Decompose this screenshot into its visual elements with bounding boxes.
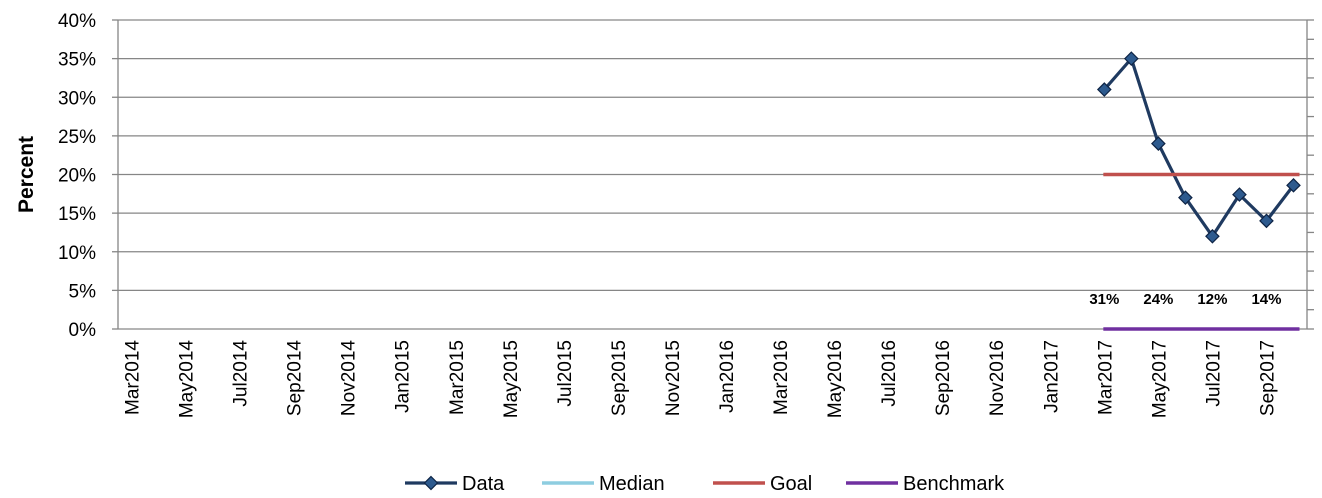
legend-label-median: Median <box>599 473 665 495</box>
x-tick-label: Jan2016 <box>717 340 738 413</box>
x-tick-label: Nov2016 <box>987 340 1008 416</box>
x-tick-label: Nov2015 <box>663 340 684 416</box>
x-tick-label: Nov2014 <box>339 340 360 416</box>
x-tick-label: Sep2014 <box>285 340 306 417</box>
data-point-marker <box>1286 177 1301 193</box>
x-tick-label: May2017 <box>1149 340 1170 418</box>
x-tick-label: Jul2014 <box>231 340 252 407</box>
y-tick-label: 35% <box>58 50 96 71</box>
series-line-data <box>1103 57 1295 238</box>
data-label: 31% <box>1089 291 1119 308</box>
x-tick-label: Mar2016 <box>771 340 792 415</box>
x-tick-label: Jul2015 <box>555 340 576 407</box>
data-point-marker <box>1232 187 1247 202</box>
data-point-marker <box>1124 51 1139 66</box>
gridlines <box>118 19 1307 330</box>
x-tick-label: Sep2017 <box>1257 340 1278 416</box>
axes <box>112 19 1314 330</box>
data-point-marker <box>1259 213 1274 229</box>
x-tick-label: Jul2017 <box>1203 340 1224 407</box>
legend-label-goal: Goal <box>770 473 812 495</box>
y-tick-label: 10% <box>58 243 96 264</box>
y-tick-label: 20% <box>58 166 96 187</box>
x-tick-label: Mar2015 <box>447 340 468 415</box>
data-labels: 31% 24% 12% 14% <box>1089 291 1281 308</box>
legend: Data Median Goal Benchmark <box>405 473 1005 495</box>
data-label: 12% <box>1197 291 1227 308</box>
y-tick-label: 30% <box>58 88 96 109</box>
x-tick-label: May2015 <box>501 340 522 418</box>
y-axis-label: Percent <box>15 136 38 213</box>
x-tick-label: Sep2015 <box>609 340 630 416</box>
legend-label-data: Data <box>462 473 505 495</box>
data-point-marker <box>1205 228 1220 244</box>
data-label: 14% <box>1251 291 1281 308</box>
y-tick-label: 5% <box>69 281 97 302</box>
y-tick-label: 15% <box>58 204 96 225</box>
x-tick-label: Sep2016 <box>933 340 954 416</box>
data-point-marker <box>1151 136 1166 151</box>
x-tick-label: Mar2017 <box>1095 340 1116 415</box>
x-tick-label: Jul2016 <box>879 340 900 407</box>
x-tick-label: Jan2017 <box>1041 340 1062 413</box>
x-tick-label: Mar2014 <box>123 340 144 415</box>
series-layer <box>1096 51 1301 331</box>
data-point-marker <box>423 475 439 491</box>
y-axis-tick-labels: 0% 5% 10% 15% 20% 25% 30% 35% 40% <box>58 11 96 341</box>
y-tick-label: 40% <box>58 11 96 32</box>
y-tick-label: 0% <box>69 320 97 341</box>
x-tick-label: May2016 <box>825 340 846 418</box>
data-point-marker <box>1096 82 1112 97</box>
data-label: 24% <box>1143 291 1173 308</box>
y-tick-label: 25% <box>58 127 96 148</box>
x-axis-tick-labels: Mar2014 May2014 Jul2014 Sep2014 Nov2014 Jan20… <box>123 340 1279 419</box>
data-point-marker <box>1178 190 1193 206</box>
x-tick-label: Jan2015 <box>393 340 414 413</box>
legend-label-benchmark: Benchmark <box>903 473 1005 495</box>
x-tick-label: May2014 <box>177 340 198 419</box>
